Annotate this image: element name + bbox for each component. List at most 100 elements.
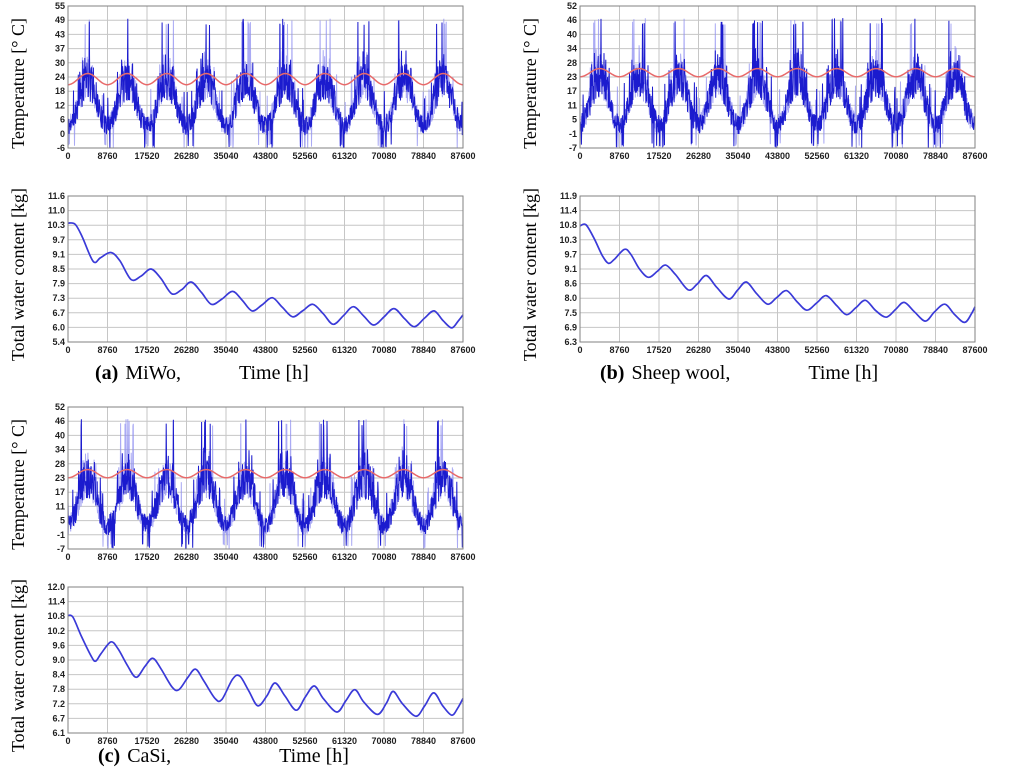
svg-text:52: 52 (55, 403, 65, 412)
caption-b-material: Sheep wool, (631, 362, 731, 384)
svg-text:5: 5 (60, 516, 65, 526)
gridlines (67, 195, 464, 343)
svg-text:9.1: 9.1 (52, 249, 65, 259)
caption-c: (c) CaSi, Time [h] (98, 745, 349, 768)
svg-text:8.5: 8.5 (52, 264, 65, 274)
svg-text:35040: 35040 (213, 552, 238, 562)
temperature-chart-c: 52 46 40 34 28 23 17 11 5 -1 -7 0 8760 17520 26280 3504… (34, 402, 479, 570)
svg-text:28: 28 (567, 58, 577, 68)
svg-text:87600: 87600 (450, 151, 475, 161)
svg-text:26280: 26280 (174, 345, 199, 355)
water-content-line (67, 222, 464, 329)
svg-text:70080: 70080 (371, 736, 396, 746)
temperature-chart-a: 55 49 43 37 30 24 18 12 6 0 -6 0 8760 17520 26280 35040… (34, 1, 479, 169)
svg-text:8760: 8760 (609, 345, 629, 355)
svg-text:23: 23 (567, 72, 577, 82)
svg-text:9.6: 9.6 (52, 640, 65, 650)
gridlines (67, 586, 464, 734)
svg-text:43800: 43800 (253, 345, 278, 355)
svg-text:49: 49 (55, 15, 65, 25)
chart-c-temperature-panel: Temperature [° C] 52 46 40 34 28 23 17 11 5 -1 -7 0… (2, 402, 481, 565)
svg-text:18: 18 (55, 86, 65, 96)
svg-text:52560: 52560 (292, 151, 317, 161)
svg-text:52560: 52560 (292, 345, 317, 355)
plot-border (67, 586, 464, 734)
svg-text:7.5: 7.5 (564, 308, 577, 318)
svg-text:43800: 43800 (253, 736, 278, 746)
caption-b: (b) Sheep wool, Time [h] (600, 362, 878, 385)
svg-text:6.9: 6.9 (564, 322, 577, 332)
svg-text:78840: 78840 (411, 345, 436, 355)
svg-text:61320: 61320 (332, 345, 357, 355)
svg-text:8.0: 8.0 (564, 293, 577, 303)
svg-text:11.9: 11.9 (560, 192, 577, 201)
water-content-chart-a: 11.6 11.0 10.3 9.7 9.1 8.5 7.9 7.3 6.7 6.0 5.4 0 876… (34, 191, 479, 363)
svg-text:17520: 17520 (134, 552, 159, 562)
svg-text:8.6: 8.6 (564, 279, 577, 289)
svg-text:87600: 87600 (450, 552, 475, 562)
svg-text:11: 11 (567, 100, 577, 110)
svg-text:52560: 52560 (804, 151, 829, 161)
x-axis-label-b: Time [h] (808, 362, 879, 384)
svg-text:78840: 78840 (411, 736, 436, 746)
svg-text:34: 34 (55, 445, 65, 455)
svg-text:-1: -1 (57, 530, 65, 540)
svg-text:61320: 61320 (332, 552, 357, 562)
tick-labels: 12.0 11.4 10.8 10.2 9.6 9.0 8.4 7.8 7.2 6.7 6.10 87… (47, 582, 475, 746)
svg-text:43800: 43800 (253, 552, 278, 562)
svg-text:61320: 61320 (332, 151, 357, 161)
y-axis-label-c-temperature: Temperature [° C] (7, 418, 28, 550)
x-axis-label-c: Time [h] (279, 745, 349, 767)
svg-text:11.4: 11.4 (48, 597, 65, 607)
svg-text:26280: 26280 (174, 151, 199, 161)
plot-border (579, 5, 976, 149)
svg-text:-6: -6 (57, 143, 65, 153)
svg-text:10.8: 10.8 (47, 611, 65, 621)
svg-text:0: 0 (577, 345, 582, 355)
svg-text:17520: 17520 (646, 151, 671, 161)
smooth-seasonal-line (67, 468, 464, 479)
svg-text:61320: 61320 (332, 736, 357, 746)
svg-text:17520: 17520 (134, 151, 159, 161)
svg-text:6.7: 6.7 (52, 308, 65, 318)
plot-svg-b-water: 11.9 11.4 10.8 10.3 9.7 9.1 8.6 8.0 7.5 6.9 6.30 87… (559, 191, 987, 355)
svg-text:52560: 52560 (804, 345, 829, 355)
svg-text:12.0: 12.0 (47, 583, 65, 592)
tick-labels: 11.9 11.4 10.8 10.3 9.7 9.1 8.6 8.0 7.5 6.9 6.30 87… (559, 191, 987, 355)
svg-text:8760: 8760 (609, 151, 629, 161)
svg-text:52: 52 (567, 2, 577, 11)
y-axis-label-b-temperature: Temperature [° C] (519, 17, 540, 149)
svg-text:35040: 35040 (213, 345, 238, 355)
svg-text:8760: 8760 (97, 552, 117, 562)
chart-a-temperature-panel: Temperature [° C] 55 49 43 37 30 24 18 12 6 0 -6 0 8… (2, 1, 481, 164)
svg-text:87600: 87600 (962, 345, 987, 355)
svg-text:26280: 26280 (686, 151, 711, 161)
water-content-line (67, 614, 464, 718)
plot-svg-b-temp: 52 46 40 34 28 23 17 11 5 -1 -70 8760 17520 26280 3504… (567, 1, 988, 161)
svg-text:6.0: 6.0 (52, 322, 65, 332)
caption-c-index: (c) (98, 745, 121, 767)
plot-svg-c-water: 12.0 11.4 10.8 10.2 9.6 9.0 8.4 7.8 7.2 6.7 6.10 87… (47, 582, 475, 746)
svg-text:37: 37 (55, 44, 65, 54)
svg-text:8760: 8760 (97, 345, 117, 355)
svg-text:30: 30 (55, 58, 65, 68)
svg-text:11.0: 11.0 (48, 206, 65, 216)
svg-text:24: 24 (55, 72, 65, 82)
svg-text:12: 12 (55, 100, 65, 110)
svg-text:43800: 43800 (253, 151, 278, 161)
svg-text:10.3: 10.3 (47, 220, 65, 230)
smooth-seasonal-line (67, 72, 464, 86)
tick-labels: 52 46 40 34 28 23 17 11 5 -1 -70 8760 17520 26280 3504… (55, 402, 476, 562)
svg-text:87600: 87600 (962, 151, 987, 161)
svg-text:43800: 43800 (765, 345, 790, 355)
svg-text:11: 11 (55, 501, 65, 511)
tick-labels: 11.6 11.0 10.3 9.7 9.1 8.5 7.9 7.3 6.7 6.0 5.40 876… (47, 191, 475, 355)
y-axis-label-c-water: Total water content [kg] (7, 579, 28, 753)
svg-text:-7: -7 (569, 143, 577, 153)
svg-text:70080: 70080 (883, 345, 908, 355)
svg-text:35040: 35040 (213, 151, 238, 161)
svg-text:43800: 43800 (765, 151, 790, 161)
svg-text:0: 0 (65, 552, 70, 562)
